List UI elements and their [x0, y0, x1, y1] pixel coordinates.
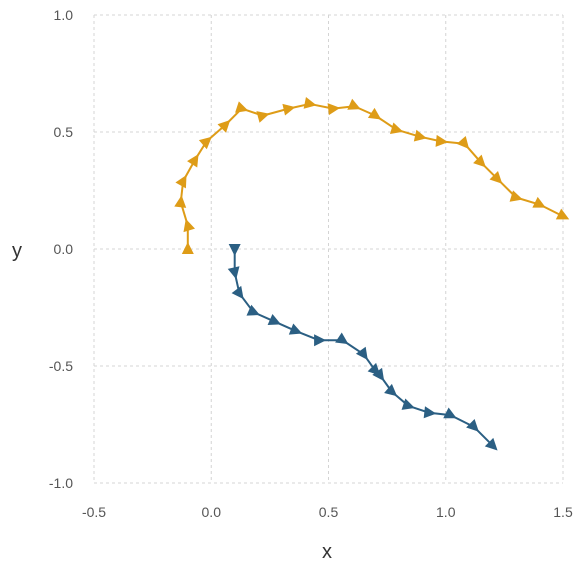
data-point-marker [347, 98, 361, 110]
data-point-marker [256, 111, 270, 123]
data-point-marker [227, 266, 240, 280]
data-point-marker [423, 406, 437, 419]
data-point-marker [235, 101, 249, 113]
data-point-marker [282, 103, 296, 116]
data-point-marker [367, 107, 382, 120]
data-point-marker [372, 367, 385, 382]
series-layer [174, 97, 570, 451]
data-point-marker [198, 136, 212, 150]
data-point-marker [484, 437, 498, 451]
series-0 [174, 97, 570, 254]
data-point-marker [384, 383, 398, 397]
data-point-marker [288, 323, 303, 335]
y-tick-label: -0.5 [49, 358, 73, 374]
data-point-marker [231, 285, 244, 300]
data-point-marker [555, 208, 570, 220]
y-axis-ticks: 1.0 0.5 0.0 -0.5 -1.0 [49, 7, 73, 491]
x-tick-label: -0.5 [82, 504, 106, 520]
series-1 [227, 244, 498, 451]
data-point-marker [217, 120, 231, 133]
y-tick-label: -1.0 [49, 475, 73, 491]
data-point-marker [327, 103, 341, 116]
data-point-marker [267, 313, 281, 325]
x-tick-label: 1.0 [436, 504, 456, 520]
data-point-marker [183, 218, 195, 233]
data-point-marker [532, 196, 546, 208]
y-tick-label: 1.0 [54, 7, 74, 23]
data-point-marker [175, 174, 187, 189]
data-point-marker [228, 244, 241, 256]
data-point-marker [355, 346, 368, 360]
data-point-marker [413, 129, 427, 142]
y-tick-label: 0.0 [54, 241, 74, 257]
data-point-marker [435, 134, 449, 147]
grid-lines [93, 14, 564, 484]
x-axis-ticks: -0.5 0.0 0.5 1.0 1.5 [82, 504, 573, 520]
data-point-marker [401, 398, 415, 410]
data-point-marker [509, 190, 523, 202]
x-axis-label: x [322, 541, 332, 563]
y-tick-label: 0.5 [54, 124, 74, 140]
data-point-marker [174, 195, 187, 208]
series-line [179, 102, 564, 250]
y-axis-label: y [12, 240, 22, 262]
data-point-marker [303, 97, 317, 109]
x-tick-label: 0.0 [202, 504, 222, 520]
x-tick-label: 1.5 [553, 504, 573, 520]
data-point-marker [181, 242, 194, 254]
data-point-marker [246, 304, 260, 316]
data-point-marker [489, 171, 503, 184]
data-point-marker [473, 154, 486, 168]
data-point-marker [314, 334, 327, 347]
data-point-marker [389, 122, 404, 135]
data-point-marker [466, 419, 479, 432]
x-tick-label: 0.5 [319, 504, 339, 520]
data-point-marker [335, 332, 349, 345]
data-point-marker [187, 154, 199, 168]
data-point-marker [456, 135, 470, 149]
data-point-marker [443, 407, 457, 419]
